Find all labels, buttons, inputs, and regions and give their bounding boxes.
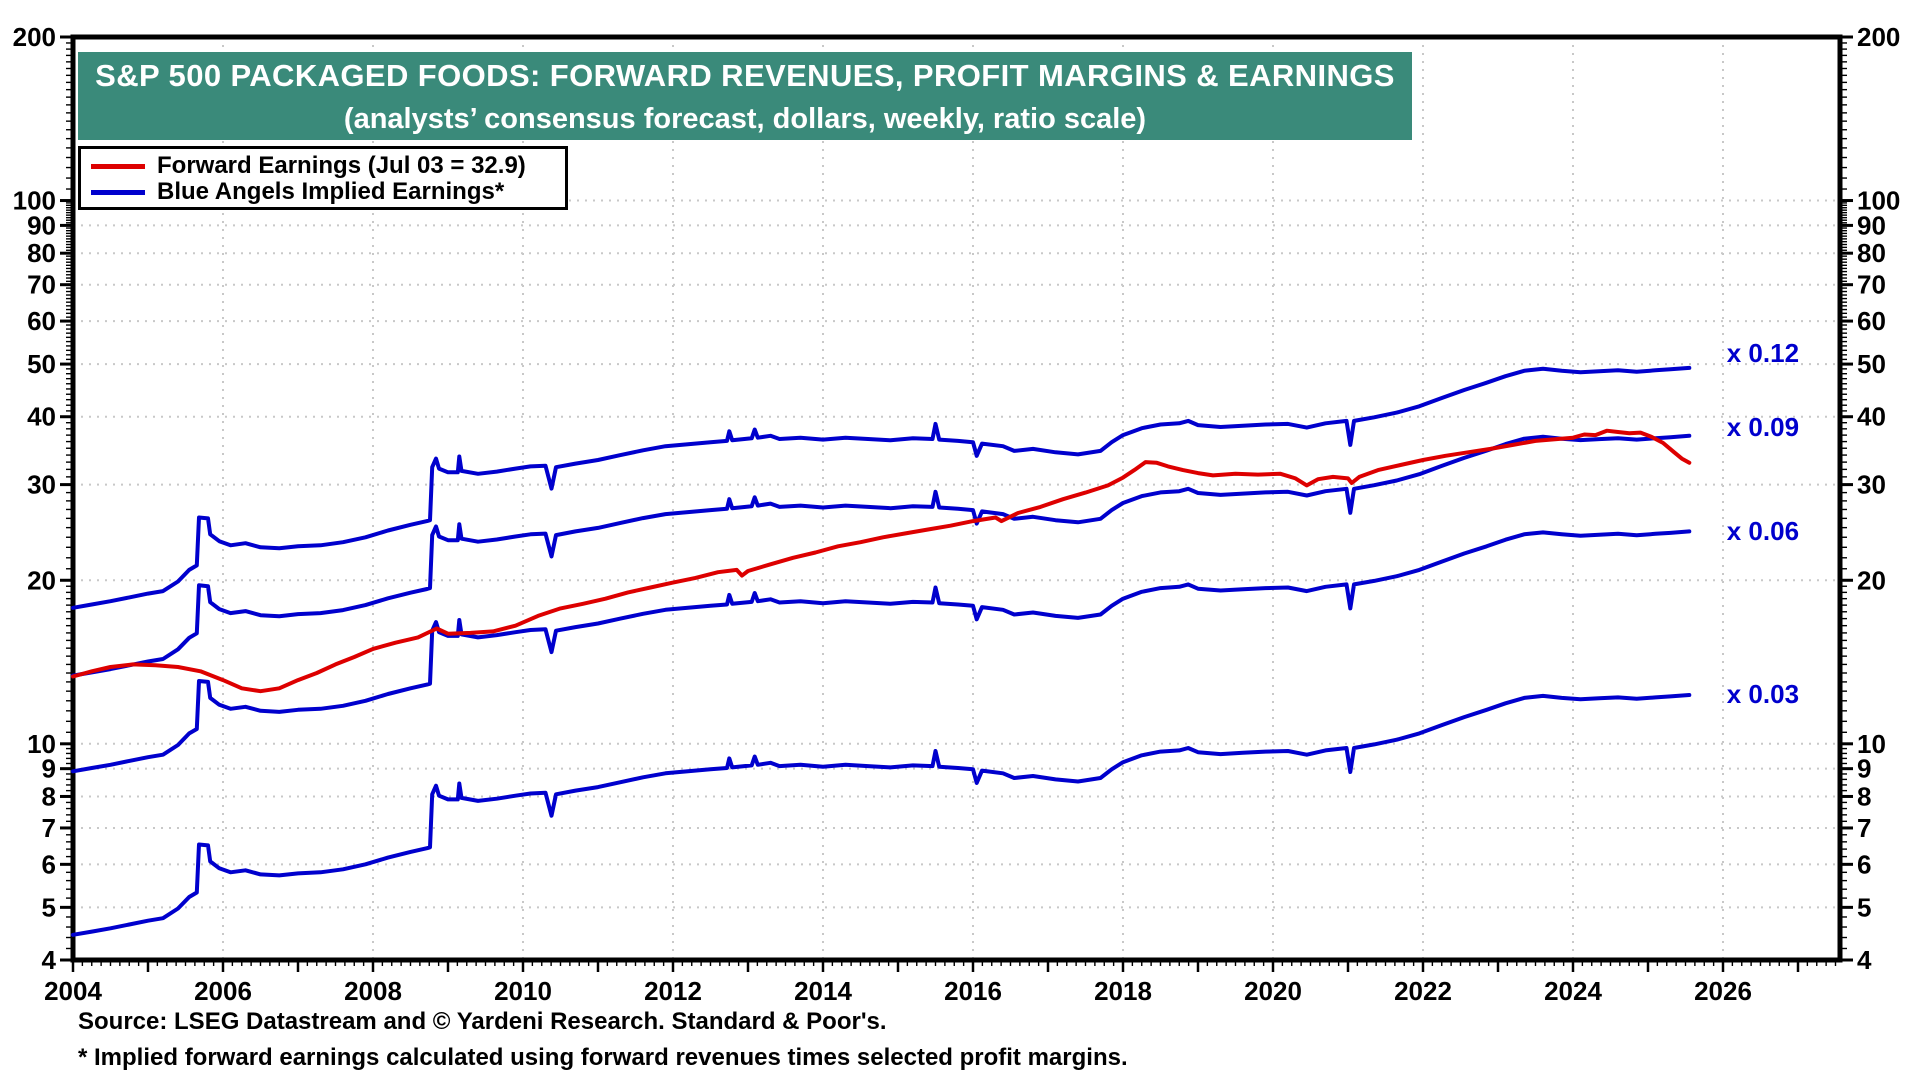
svg-text:7: 7 <box>42 813 56 843</box>
series-blue-angels-x0.06 <box>71 529 1692 774</box>
svg-text:2016: 2016 <box>944 976 1002 1006</box>
svg-text:2024: 2024 <box>1544 976 1602 1006</box>
legend-item-forward-earnings: Forward Earnings (Jul 03 = 32.9) <box>91 152 555 179</box>
multiplier-label-x006: x 0.06 <box>1726 516 1800 547</box>
chart-title-bar: S&P 500 PACKAGED FOODS: FORWARD REVENUES… <box>78 52 1412 140</box>
chart-title: S&P 500 PACKAGED FOODS: FORWARD REVENUES… <box>95 58 1395 93</box>
multiplier-label-x003: x 0.03 <box>1726 679 1800 709</box>
svg-text:6: 6 <box>1857 849 1871 879</box>
chart-subtitle: (analysts’ consensus forecast, dollars, … <box>343 103 1147 135</box>
svg-text:2006: 2006 <box>194 976 252 1006</box>
svg-text:8: 8 <box>1857 781 1871 811</box>
svg-text:2022: 2022 <box>1394 976 1452 1006</box>
svg-text:100: 100 <box>13 186 56 216</box>
svg-text:20: 20 <box>1857 565 1886 595</box>
plot-frame <box>70 34 1843 963</box>
svg-text:70: 70 <box>27 270 56 300</box>
source-text: Source: LSEG Datastream and © Yardeni Re… <box>78 1008 887 1035</box>
legend: Forward Earnings (Jul 03 = 32.9) Blue An… <box>78 146 568 210</box>
svg-text:10: 10 <box>1857 729 1886 759</box>
svg-text:100: 100 <box>1857 186 1900 216</box>
svg-text:2018: 2018 <box>1094 976 1152 1006</box>
svg-text:50: 50 <box>1857 349 1886 379</box>
svg-text:2004: 2004 <box>44 976 102 1006</box>
svg-text:80: 80 <box>1857 238 1886 268</box>
svg-text:200: 200 <box>13 22 56 52</box>
legend-label-blue-angels: Blue Angels Implied Earnings* <box>157 178 505 205</box>
footnote-text: * Implied forward earnings calculated us… <box>78 1044 1128 1071</box>
svg-text:2012: 2012 <box>644 976 702 1006</box>
svg-text:90: 90 <box>27 210 56 240</box>
svg-text:4: 4 <box>1857 945 1872 975</box>
svg-text:20: 20 <box>27 565 56 595</box>
svg-text:40: 40 <box>1857 402 1886 432</box>
svg-text:9: 9 <box>42 754 56 784</box>
svg-text:10: 10 <box>27 729 56 759</box>
svg-text:60: 60 <box>1857 306 1886 336</box>
legend-label-forward-earnings: Forward Earnings (Jul 03 = 32.9) <box>157 152 526 179</box>
svg-text:30: 30 <box>1857 470 1886 500</box>
svg-text:5: 5 <box>42 892 56 922</box>
svg-text:2010: 2010 <box>494 976 552 1006</box>
svg-text:8: 8 <box>42 781 56 811</box>
series-blue-angels-x0.12 <box>71 365 1692 610</box>
red-line-swatch <box>91 163 145 169</box>
series-blue-angels-x0.03 <box>71 693 1692 937</box>
gridlines <box>73 37 1840 960</box>
svg-text:2020: 2020 <box>1244 976 1302 1006</box>
blue-line-swatch <box>91 189 145 195</box>
svg-text:60: 60 <box>27 306 56 336</box>
svg-text:40: 40 <box>27 402 56 432</box>
svg-text:70: 70 <box>1857 270 1886 300</box>
svg-text:4: 4 <box>42 945 57 975</box>
series-forward-earnings <box>71 428 1692 694</box>
multiplier-label-x009: x 0.09 <box>1726 411 1800 442</box>
svg-text:2014: 2014 <box>794 976 852 1006</box>
svg-text:2026: 2026 <box>1694 976 1752 1006</box>
svg-text:30: 30 <box>27 470 56 500</box>
svg-text:6: 6 <box>42 849 56 879</box>
svg-text:200: 200 <box>1857 22 1900 52</box>
svg-text:7: 7 <box>1857 813 1871 843</box>
svg-text:9: 9 <box>1857 754 1871 784</box>
multiplier-label-x012: x 0.12 <box>1726 337 1800 368</box>
series-blue-angels-x0.09 <box>71 433 1692 678</box>
svg-text:90: 90 <box>1857 210 1886 240</box>
svg-text:2008: 2008 <box>344 976 402 1006</box>
svg-text:50: 50 <box>27 349 56 379</box>
svg-text:80: 80 <box>27 238 56 268</box>
svg-text:5: 5 <box>1857 892 1871 922</box>
legend-item-blue-angels: Blue Angels Implied Earnings* <box>91 178 555 205</box>
